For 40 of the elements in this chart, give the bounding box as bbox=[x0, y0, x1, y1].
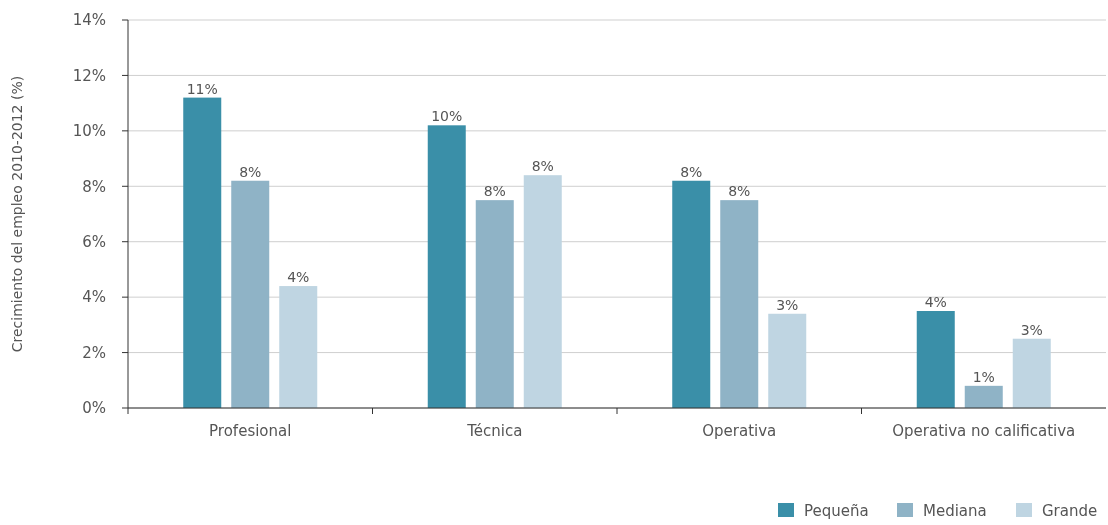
legend-label: Pequeña bbox=[804, 502, 869, 520]
y-tick-label: 4% bbox=[82, 288, 106, 307]
y-tick-label: 0% bbox=[82, 399, 106, 418]
bar bbox=[964, 385, 1003, 408]
data-label: 10% bbox=[431, 108, 463, 125]
bar bbox=[523, 175, 562, 408]
data-label: 11% bbox=[186, 80, 218, 97]
bar bbox=[720, 200, 759, 408]
data-label: 4% bbox=[287, 269, 310, 286]
data-label: 8% bbox=[239, 163, 262, 180]
data-label: 3% bbox=[776, 296, 799, 313]
data-label: 1% bbox=[972, 368, 995, 385]
data-label: 4% bbox=[924, 294, 947, 310]
bar bbox=[672, 180, 711, 408]
x-tick-label: Operativa bbox=[702, 422, 777, 440]
legend-label: Grande bbox=[1042, 502, 1098, 520]
y-tick-label: 6% bbox=[82, 232, 106, 251]
y-tick-label: 12% bbox=[72, 66, 106, 85]
bar bbox=[427, 125, 466, 408]
data-label: 8% bbox=[531, 158, 554, 175]
data-label: 3% bbox=[1020, 321, 1043, 338]
data-label: 8% bbox=[680, 163, 703, 180]
y-tick-label: 2% bbox=[82, 343, 106, 362]
bar bbox=[183, 97, 222, 408]
bar bbox=[279, 286, 318, 408]
bar bbox=[768, 313, 807, 408]
x-tick-label: Operativa no calificativa bbox=[892, 422, 1076, 440]
y-tick-label: 14% bbox=[72, 11, 106, 30]
data-label: 8% bbox=[728, 183, 751, 200]
bar bbox=[231, 180, 270, 408]
bar bbox=[475, 200, 514, 408]
x-tick-label: Profesional bbox=[209, 422, 292, 440]
bar bbox=[1012, 338, 1051, 408]
y-tick-label: 8% bbox=[82, 177, 106, 196]
bar bbox=[916, 311, 955, 408]
x-tick-label: Técnica bbox=[466, 422, 523, 440]
legend-label: Mediana bbox=[923, 502, 987, 520]
y-axis-title: Crecimiento del empleo 2010-2012 (%) bbox=[9, 75, 25, 353]
y-tick-label: 10% bbox=[72, 122, 106, 141]
data-label: 8% bbox=[483, 183, 506, 200]
